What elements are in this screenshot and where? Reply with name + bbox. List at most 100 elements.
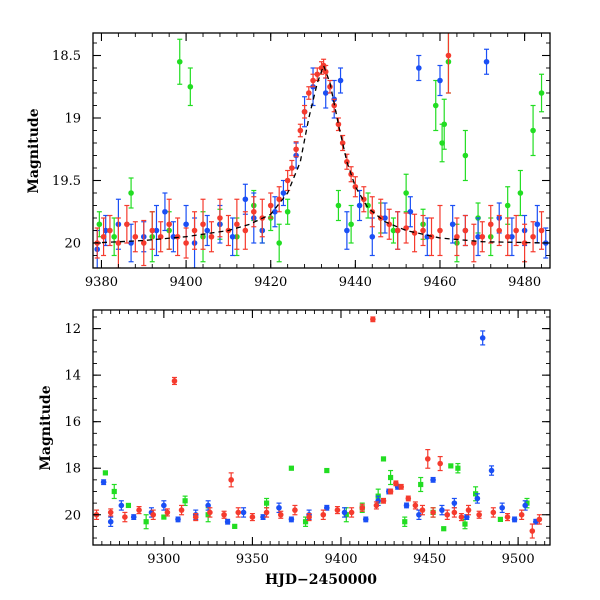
bottom-y-axis-title: Magnitude bbox=[38, 385, 54, 470]
bottom-x-tick-label: 9450 bbox=[413, 552, 446, 567]
top-red-point bbox=[107, 227, 113, 234]
top-red-point bbox=[183, 240, 189, 246]
bottom-red-point bbox=[320, 511, 327, 518]
top-red-point bbox=[297, 127, 304, 134]
top-red-point bbox=[301, 108, 308, 115]
top-red-point bbox=[174, 233, 181, 240]
top-red-point bbox=[344, 158, 350, 165]
top-green-point bbox=[390, 227, 397, 234]
top-red-point bbox=[293, 146, 299, 153]
top-red-point bbox=[140, 240, 147, 246]
bottom-red-point bbox=[518, 511, 525, 518]
top-red-point bbox=[200, 221, 206, 228]
top-red-point bbox=[289, 165, 295, 171]
top-green-point bbox=[538, 90, 545, 96]
top-red-point bbox=[322, 68, 329, 75]
bottom-green-point bbox=[161, 514, 167, 520]
bottom-blue-point bbox=[260, 514, 266, 520]
bottom-red-point bbox=[228, 477, 234, 483]
top-red-point bbox=[310, 77, 316, 84]
top-red-point bbox=[217, 215, 223, 221]
bottom-red-point bbox=[430, 509, 436, 516]
top-blue-point bbox=[102, 227, 109, 234]
top-marks bbox=[93, 33, 550, 268]
bottom-green-point bbox=[143, 519, 149, 525]
bottom-red-point bbox=[164, 509, 171, 516]
bottom-red-point bbox=[458, 514, 465, 520]
bottom-series-blue bbox=[100, 330, 539, 527]
bottom-blue-point bbox=[488, 467, 495, 474]
bottom-green-point bbox=[111, 488, 117, 495]
top-blue-point bbox=[204, 227, 211, 234]
top-x-tick-label: 9400 bbox=[170, 275, 203, 290]
bottom-red-point bbox=[192, 514, 199, 520]
bottom-green-point bbox=[455, 465, 461, 471]
top-red-point bbox=[335, 121, 342, 128]
bottom-red-point bbox=[398, 484, 405, 490]
bottom-red-point bbox=[476, 511, 482, 518]
bottom-red-point bbox=[437, 460, 443, 467]
top-red-point bbox=[513, 227, 519, 234]
top-red-point bbox=[496, 227, 503, 234]
bottom-red-point bbox=[419, 507, 426, 513]
top-red-point bbox=[339, 140, 346, 146]
bottom-blue-point bbox=[130, 514, 137, 520]
top-blue-point bbox=[356, 202, 363, 209]
top-blue-point bbox=[322, 90, 329, 96]
top-x-tick-label: 9460 bbox=[423, 275, 456, 290]
top-y-tick-label: 19 bbox=[64, 112, 81, 127]
bottom-red-point bbox=[490, 509, 497, 516]
bottom-green-point bbox=[497, 516, 504, 523]
bottom-green-point bbox=[263, 500, 270, 506]
panel-bottom-full: 9300 9350 9400 9450 9500 12 14 16 18 20 Magnitude… bbox=[38, 309, 551, 588]
bottom-red-point bbox=[387, 488, 394, 495]
bottom-red-point bbox=[334, 507, 341, 513]
top-red-point bbox=[521, 240, 528, 246]
bottom-blue-point bbox=[430, 477, 436, 483]
top-green-point bbox=[176, 58, 183, 65]
bottom-x-tick-label: 9500 bbox=[502, 552, 535, 567]
top-ticks: 9380 9400 9420 9440 9460 9480 18.5 19 19.5 20 bbox=[52, 33, 550, 290]
bottom-red-point bbox=[249, 514, 256, 520]
top-green-point bbox=[111, 233, 117, 240]
bottom-green-point bbox=[402, 519, 408, 525]
bottom-series-green bbox=[102, 456, 530, 532]
top-y-tick-label: 18.5 bbox=[52, 49, 81, 64]
bottom-blue-point bbox=[324, 504, 330, 511]
top-red-point bbox=[445, 52, 452, 59]
bottom-y-tick-label: 12 bbox=[64, 322, 81, 337]
bottom-blue-point bbox=[240, 509, 247, 516]
bottom-green-point bbox=[232, 523, 238, 529]
top-red-point bbox=[234, 221, 240, 228]
top-red-point bbox=[411, 230, 418, 236]
bottom-red-point bbox=[235, 509, 242, 516]
bottom-green-point bbox=[125, 502, 132, 509]
top-red-point bbox=[437, 227, 443, 234]
top-red-point bbox=[454, 233, 460, 240]
bottom-blue-point bbox=[341, 509, 348, 516]
bottom-red-point bbox=[359, 504, 366, 511]
top-green-point bbox=[517, 190, 524, 196]
bottom-red-point bbox=[412, 502, 419, 509]
bottom-blue-point bbox=[205, 502, 211, 509]
bottom-blue-point bbox=[511, 516, 518, 523]
top-red-point bbox=[115, 240, 122, 246]
top-green-point bbox=[284, 208, 291, 215]
bottom-red-point bbox=[380, 497, 387, 504]
bottom-blue-point bbox=[403, 502, 410, 509]
bottom-red-point bbox=[107, 509, 114, 516]
bottom-blue-point bbox=[522, 502, 529, 509]
top-red-point bbox=[331, 102, 337, 109]
top-green-point bbox=[187, 83, 194, 90]
bottom-green-point bbox=[448, 463, 454, 469]
bottom-x-tick-label: 9350 bbox=[236, 552, 269, 567]
bottom-red-point bbox=[504, 514, 511, 520]
bottom-green-point bbox=[205, 512, 211, 518]
top-green-point bbox=[96, 221, 103, 228]
bottom-y-tick-label: 18 bbox=[64, 462, 81, 477]
top-green-point bbox=[432, 102, 439, 109]
top-blue-point bbox=[162, 208, 168, 215]
bottom-green-point bbox=[102, 470, 108, 476]
top-x-tick-label: 9380 bbox=[85, 275, 118, 290]
bottom-red-point bbox=[444, 511, 451, 518]
